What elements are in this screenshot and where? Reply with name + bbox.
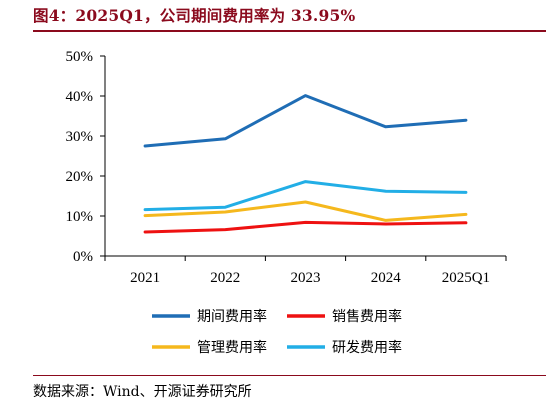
y-tick-label: 20% [66, 169, 94, 185]
series-line [143, 94, 468, 148]
series-line [143, 220, 468, 234]
y-tick-label: 0% [73, 249, 93, 265]
x-tick-label: 2022 [210, 270, 240, 286]
series-line [143, 180, 468, 212]
x-tick-label: 2023 [291, 270, 321, 286]
chart-title: 图4：2025Q1，公司期间费用率为 33.95% [33, 6, 356, 25]
y-tick-label: 30% [66, 129, 94, 145]
legend-label: 管理费用率 [197, 339, 267, 356]
y-tick-label: 50% [66, 49, 94, 65]
legend-label: 销售费用率 [332, 308, 402, 325]
legend-label: 研发费用率 [332, 339, 402, 356]
footer-divider [33, 375, 546, 376]
y-tick-label: 40% [66, 89, 94, 105]
y-tick-label: 10% [66, 209, 94, 225]
x-tick-label: 2025Q1 [442, 270, 490, 286]
source-note: 数据来源：Wind、开源证券研究所 [33, 384, 252, 400]
line-chart: 0% 10% 20% 30% 40% 50% 2021 2022 2023 2024 2025Q1 期… [66, 49, 507, 356]
title-divider [33, 30, 546, 32]
x-tick-label: 2024 [371, 270, 402, 286]
x-tick-label: 2021 [130, 270, 160, 286]
legend-label: 期间费用率 [197, 308, 267, 325]
series-line [143, 200, 468, 222]
